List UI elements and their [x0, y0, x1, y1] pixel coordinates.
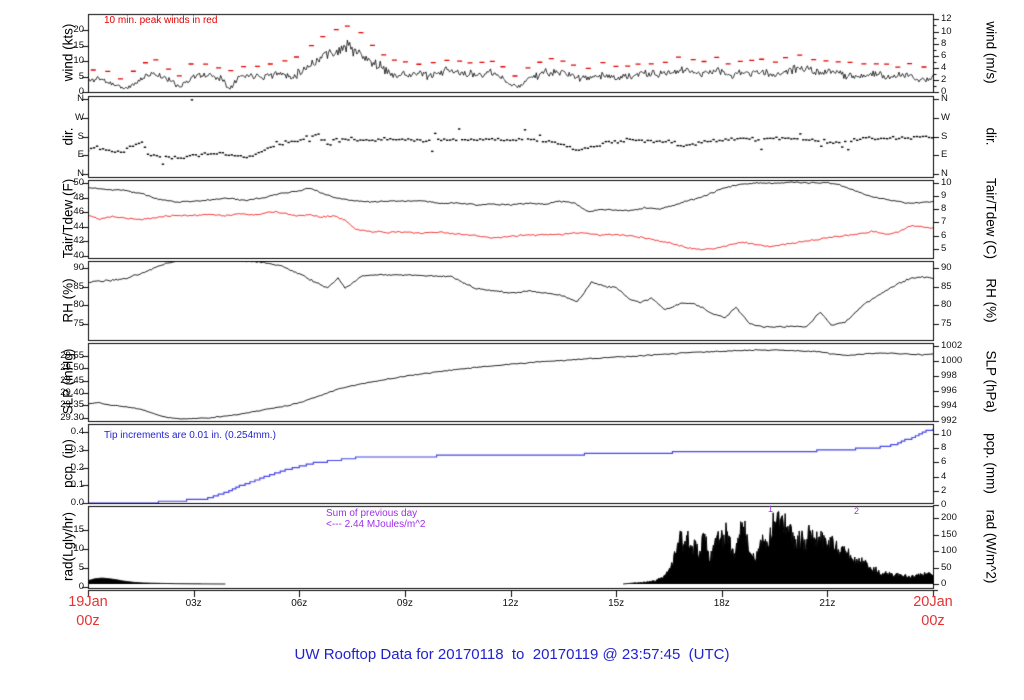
tick-label-slp-left: 29.40 — [60, 387, 84, 399]
tick-label-slp-right: 996 — [941, 385, 957, 396]
tick-label-tair-right: 7 — [941, 216, 947, 228]
tick-label-dir-left: W — [75, 111, 84, 123]
tick-label-pcp-right: 8 — [941, 442, 947, 454]
tick-label-slp-left: 29.50 — [60, 362, 84, 374]
tick-label-tair-right: 5 — [941, 242, 947, 254]
x-tick-label: 06z — [291, 598, 308, 609]
rad-sum-note-line2: <--- 2.44 MJoules/m^2 — [326, 519, 426, 530]
tick-label-wind-right: 8 — [941, 37, 947, 49]
tick-label-tair-right: 8 — [941, 203, 947, 215]
x-tick-label: 15z — [608, 598, 625, 609]
tick-label-rh-right: 75 — [941, 318, 952, 330]
tick-label-dir-left: S — [77, 130, 84, 142]
tick-label-pcp-left: 0.2 — [70, 461, 84, 473]
tick-label-slp-left: 29.55 — [60, 350, 84, 361]
tick-label-rh-left: 80 — [73, 299, 84, 311]
tick-label-pcp-left: 0.0 — [70, 497, 84, 508]
chart-title: UW Rooftop Data for 20170118 to 20170119… — [294, 646, 730, 663]
tick-label-wind-right: 4 — [941, 61, 947, 73]
rad-sum-note-line1: Sum of previous day — [326, 508, 418, 519]
tick-label-tair-left: 44 — [73, 220, 84, 232]
tick-label-rad-right: 50 — [941, 561, 952, 573]
tick-label-pcp-right: 6 — [941, 456, 947, 468]
tick-label-tair-left: 50 — [73, 177, 84, 188]
tick-label-dir-left: N — [77, 93, 84, 104]
tick-label-dir-left: E — [77, 149, 84, 161]
tick-label-tair-right: 6 — [941, 229, 947, 241]
y-axis-label-left-rad: rad(Lgly/hr) — [60, 511, 76, 582]
tick-label-wind-left: 20 — [73, 24, 84, 35]
tick-label-wind-right: 2 — [941, 73, 947, 85]
tick-label-tair-left: 48 — [73, 191, 84, 203]
tick-label-dir-left: N — [77, 168, 84, 179]
tick-label-dir-right: E — [941, 149, 948, 161]
tick-label-rad-left: 0 — [78, 581, 84, 592]
x-axis-start-hour: 00z — [76, 613, 100, 629]
x-axis-start-date: 19Jan — [68, 594, 108, 610]
tick-label-rh-left: 90 — [73, 262, 84, 273]
tick-label-slp-left: 29.35 — [60, 399, 84, 411]
tick-label-rh-left: 75 — [73, 318, 84, 330]
tick-label-dir-right: W — [941, 111, 950, 123]
tick-label-slp-right: 994 — [941, 400, 957, 411]
tick-label-tair-left: 40 — [73, 250, 84, 261]
tick-label-rad-right: 0 — [941, 578, 947, 589]
x-tick-label: 03z — [185, 598, 202, 609]
tick-label-pcp-right: 2 — [941, 484, 947, 496]
tick-label-wind-right: 10 — [941, 25, 952, 37]
x-tick-label: 21z — [819, 598, 836, 609]
tick-label-tair-right: 10 — [941, 177, 952, 188]
x-tick-label: 12z — [502, 598, 519, 609]
tick-label-wind-right: 0 — [941, 86, 947, 97]
tick-label-rad-right: 150 — [941, 528, 957, 540]
tick-label-rad-left: 15 — [73, 524, 84, 535]
tick-label-wind-left: 0 — [78, 86, 84, 97]
tick-label-rh-left: 85 — [73, 280, 84, 292]
rad-marker-2: 2 — [854, 506, 860, 516]
tick-label-pcp-right: 4 — [941, 470, 947, 482]
tick-label-slp-right: 1002 — [941, 340, 963, 351]
tick-label-tair-left: 42 — [73, 235, 84, 247]
wind-peak-note: 10 min. peak winds in red — [104, 15, 218, 26]
y-axis-label-right-rad: rad (W/m^2) — [983, 509, 999, 584]
tick-label-rh-right: 85 — [941, 280, 952, 292]
tick-label-wind-left: 10 — [73, 55, 84, 66]
tick-label-pcp-right: 0 — [941, 499, 947, 510]
tick-label-rad-right: 200 — [941, 512, 957, 523]
tick-label-rad-right: 100 — [941, 545, 957, 556]
tick-label-wind-left: 5 — [78, 70, 84, 82]
tick-label-rad-left: 10 — [73, 543, 84, 554]
tick-label-tair-left: 46 — [73, 206, 84, 218]
tick-label-slp-left: 29.45 — [60, 374, 84, 386]
x-axis-end-date: 20Jan — [913, 594, 953, 610]
tick-label-dir-right: S — [941, 130, 948, 142]
tick-label-pcp-right: 10 — [941, 428, 952, 439]
tick-label-rh-right: 90 — [941, 262, 952, 273]
tick-label-pcp-left: 0.1 — [70, 479, 84, 491]
tick-label-wind-right: 6 — [941, 49, 947, 61]
tick-label-dir-right: N — [941, 168, 948, 179]
tick-label-slp-right: 1000 — [941, 355, 963, 366]
pcp-tip-note: Tip increments are 0.01 in. (0.254mm.) — [104, 430, 276, 441]
tick-label-wind-left: 15 — [73, 39, 84, 51]
tick-label-slp-left: 29.30 — [60, 411, 84, 423]
tick-label-pcp-left: 0.4 — [70, 426, 84, 438]
tick-label-slp-right: 992 — [941, 415, 957, 426]
tick-label-pcp-left: 0.3 — [70, 443, 84, 455]
tick-label-rad-left: 5 — [78, 562, 84, 573]
x-tick-label: 09z — [396, 598, 413, 609]
rad-marker-1: 1 — [768, 504, 774, 514]
tick-label-slp-right: 998 — [941, 370, 957, 381]
tick-label-wind-right: 12 — [941, 13, 952, 25]
tick-label-dir-right: N — [941, 93, 948, 104]
x-axis-end-hour: 00z — [921, 613, 945, 629]
tick-label-rh-right: 80 — [941, 299, 952, 311]
tick-label-tair-right: 9 — [941, 190, 947, 202]
x-tick-label: 18z — [713, 598, 730, 609]
